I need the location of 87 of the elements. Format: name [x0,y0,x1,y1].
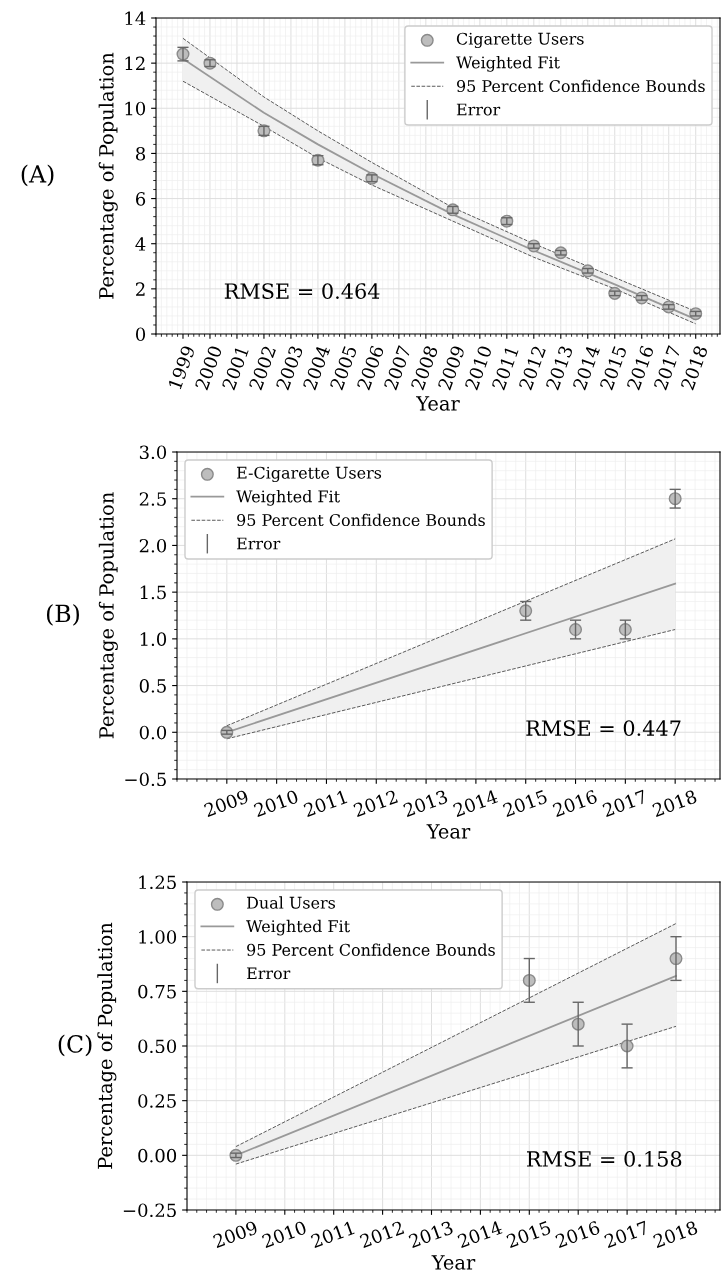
y-tick-label: 0.0 [139,725,167,740]
x-axis-title: Year [431,1255,476,1270]
x-tick-label: 2012 [352,789,398,818]
legend-label: 95 Percent Confidence Bounds [457,79,705,93]
legend-label: Error [456,103,501,116]
legend-label: 95 Percent Confidence Bounds [247,943,495,956]
y-tick-label: 1.5 [140,585,166,600]
x-tick-label: 2006 [356,344,385,391]
y-tick-label: 8 [136,146,146,161]
x-tick-label: 2018 [651,789,698,818]
x-tick-label: 2015 [599,345,628,391]
x-tick-label: 2008 [410,344,439,391]
x-tick-label: 1999 [167,344,196,390]
annotation: RMSE = 0.464 [224,283,380,299]
y-tick-label: 3.0 [139,445,167,460]
x-tick-label: 2009 [437,344,466,391]
annotation: RMSE = 0.447 [526,720,681,736]
y-tick-label: 2.0 [139,538,167,553]
y-tick-label: 2 [136,282,145,296]
text: (C) [58,1034,92,1057]
x-tick-label: 2000 [194,344,223,391]
y-tick-label: 0.5 [139,679,166,693]
x-tick-label: 2011 [303,789,348,818]
x-tick-label: 2010 [261,1220,308,1249]
legend-label: Error [236,537,281,550]
x-tick-label: 2007 [383,345,412,391]
y-tick-label: 1.00 [139,930,177,944]
text: (B) [46,604,79,626]
x-tick-label: 2010 [464,344,493,391]
annotation: RMSE = 0.158 [527,1151,682,1167]
x-tick-label: 2014 [452,789,499,818]
x-tick-label: 2012 [359,1220,405,1249]
y-tick-label: 1.25 [139,875,176,890]
text: (A) [21,164,54,187]
x-tick-label: 2004 [302,344,331,391]
y-tick-label: −0.25 [123,1203,176,1218]
legend-label: Weighted Fit [246,919,350,936]
x-tick-label: 2015 [505,1220,552,1249]
legend-label: E-Cigarette Users [236,466,382,483]
legend-label: 95 Percent Confidence Bounds [237,513,485,527]
x-tick-label: 2013 [545,345,574,391]
legend-label: Dual Users [246,896,336,909]
x-tick-label: 2013 [402,789,449,818]
y-tick-label: −0.5 [125,772,166,787]
legend-label: Cigarette Users [456,32,584,49]
y-tick-label: 1.0 [140,632,167,646]
x-tick-label: 2009 [212,1220,259,1249]
y-tick-label: 0.00 [138,1148,177,1163]
legend-label: Error [246,967,291,980]
x-tick-label: 2001 [221,346,249,391]
x-tick-label: 2015 [502,789,548,818]
x-tick-label: 2003 [275,345,304,391]
x-tick-label: 2009 [203,789,250,818]
x-tick-label: 2010 [253,789,299,818]
y-axis-title: Percentage of Population [98,492,118,739]
y-tick-label: 10 [125,101,146,116]
y-tick-label: 0.75 [138,984,176,999]
x-tick-label: 2017 [602,789,648,818]
legend-label: Weighted Fit [456,56,560,72]
y-tick-label: 6 [136,192,146,206]
x-axis-title: Year [426,824,471,839]
x-tick-label: 2013 [408,1220,454,1249]
x-tick-label: 2017 [653,345,682,391]
x-tick-label: 2016 [554,1220,601,1249]
x-tick-label: 2016 [552,789,598,818]
x-tick-label: 2018 [680,344,709,391]
x-tick-label: 2011 [310,1220,355,1249]
x-tick-label: 2014 [457,1220,503,1249]
x-tick-label: 2002 [248,345,277,391]
y-tick-label: 12 [125,56,145,70]
y-tick-label: 2.5 [139,492,166,506]
x-axis-title: Year [416,396,460,411]
y-axis-title: Percentage of Population [98,52,118,299]
y-tick-label: 0 [135,327,146,342]
x-tick-label: 2012 [518,345,546,391]
y-tick-label: 0.25 [138,1094,176,1108]
y-tick-label: 0.50 [138,1039,177,1054]
y-tick-label: 4 [135,237,146,251]
x-tick-label: 2011 [491,346,519,391]
x-tick-label: 2014 [572,344,601,391]
legend-label: Weighted Fit [236,490,340,506]
x-tick-label: 2018 [652,1220,699,1249]
y-tick-label: 14 [125,11,146,25]
y-axis-title: Percentage of Population [97,922,117,1169]
x-tick-label: 2016 [626,344,655,391]
x-tick-label: 2017 [603,1220,650,1249]
x-tick-label: 2005 [329,345,358,391]
